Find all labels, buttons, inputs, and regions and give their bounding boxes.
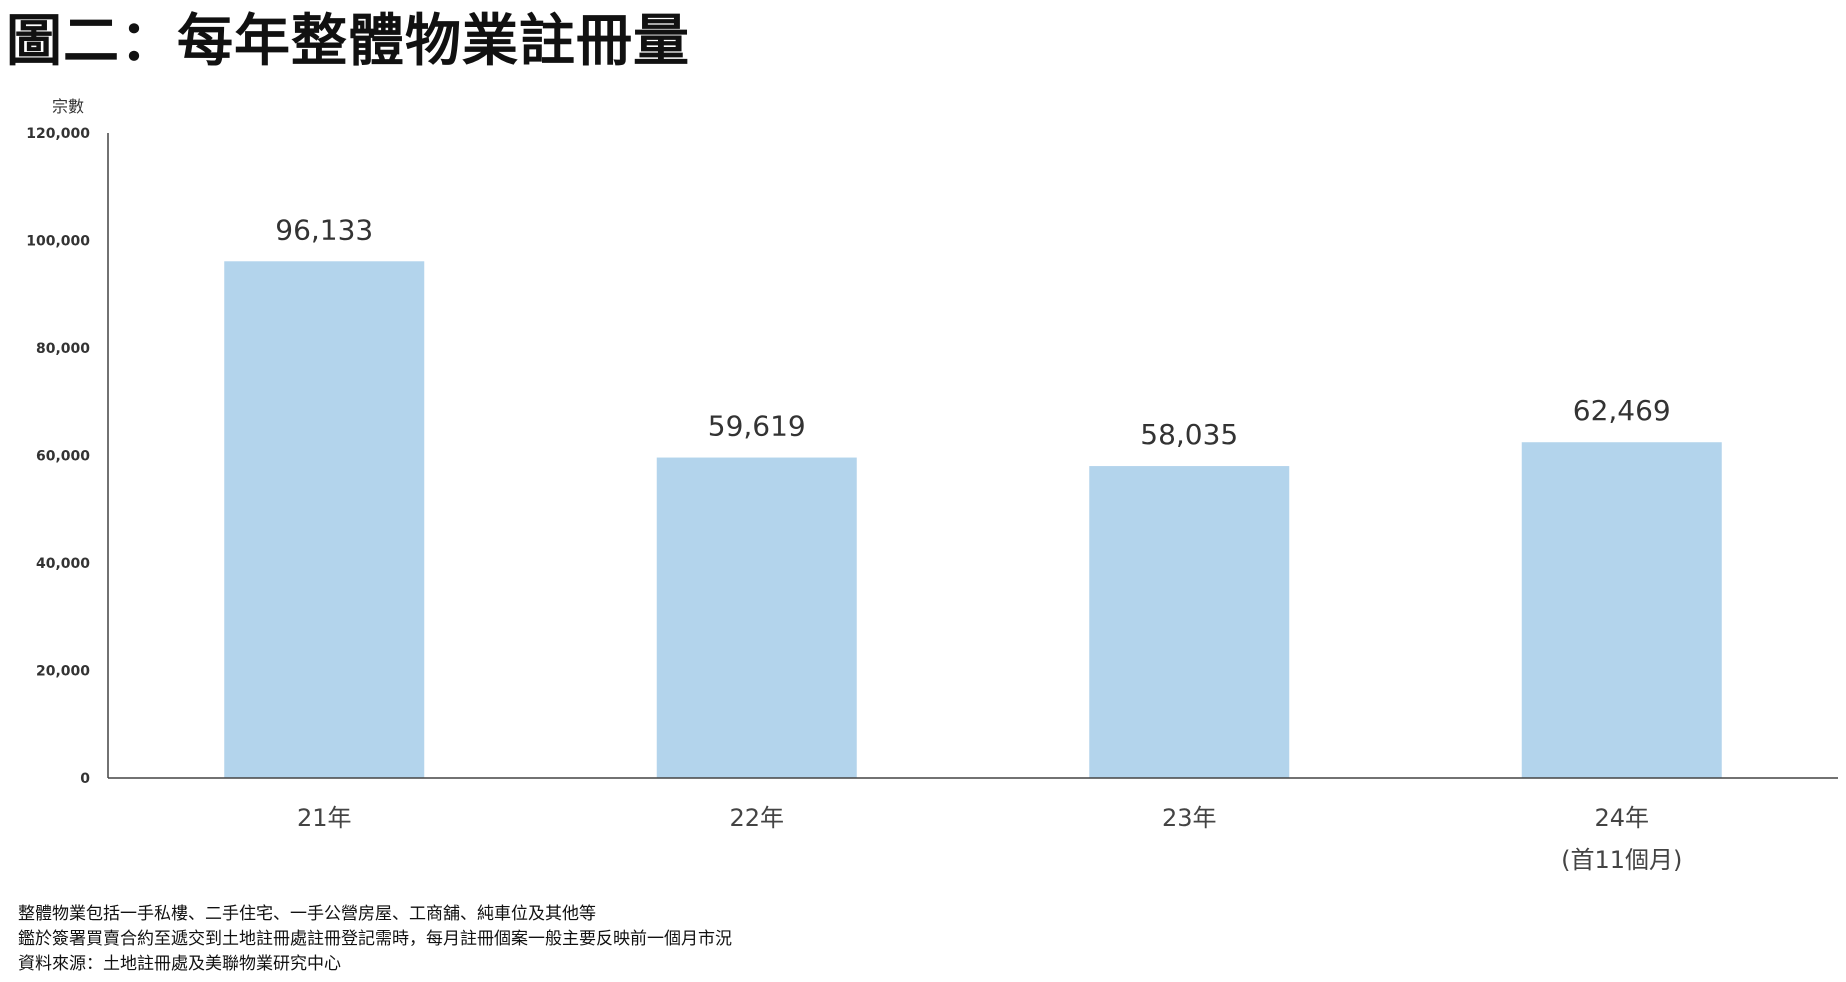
bar — [1089, 466, 1290, 778]
y-tick-label: 120,000 — [26, 126, 90, 142]
bar — [224, 261, 425, 778]
bar — [656, 457, 857, 778]
note-scope: 整體物業包括一手私樓、二手住宅、一手公營房屋、工商舖、純車位及其他等 — [18, 904, 596, 924]
x-tick-sublabel: (首11個月) — [1561, 846, 1682, 874]
y-tick-label: 40,000 — [36, 556, 90, 572]
data-label: 62,469 — [1573, 394, 1671, 427]
y-tick-label: 20,000 — [36, 664, 90, 680]
x-tick-label: 21年 — [297, 804, 352, 832]
y-tick-label: 100,000 — [26, 234, 90, 250]
bar-chart: 宗數 0 20,000 40,000 60,000 80,000 100,000 120,00… — [26, 97, 1838, 874]
x-tick-label: 23年 — [1162, 804, 1217, 832]
chart-title: 圖二：每年整體物業註冊量 — [6, 9, 690, 74]
bar — [1521, 442, 1722, 778]
data-label: 58,035 — [1140, 418, 1238, 451]
note-source: 資料來源：土地註冊處及美聯物業研究中心 — [18, 954, 341, 974]
footnotes: 整體物業包括一手私樓、二手住宅、一手公營房屋、工商舖、純車位及其他等 鑑於簽署買… — [18, 902, 732, 977]
y-axis-label: 宗數 — [52, 97, 84, 116]
y-tick-label: 60,000 — [36, 449, 90, 465]
y-tick-label: 80,000 — [36, 341, 90, 357]
x-tick-label: 24年 — [1594, 804, 1649, 832]
note-lag: 鑑於簽署買賣合約至遞交到土地註冊處註冊登記需時，每月註冊個案一般主要反映前一個月… — [18, 929, 732, 949]
x-tick-label: 22年 — [729, 804, 784, 832]
data-label: 59,619 — [708, 410, 806, 443]
y-tick-label: 0 — [80, 771, 90, 787]
data-label: 96,133 — [275, 213, 373, 246]
